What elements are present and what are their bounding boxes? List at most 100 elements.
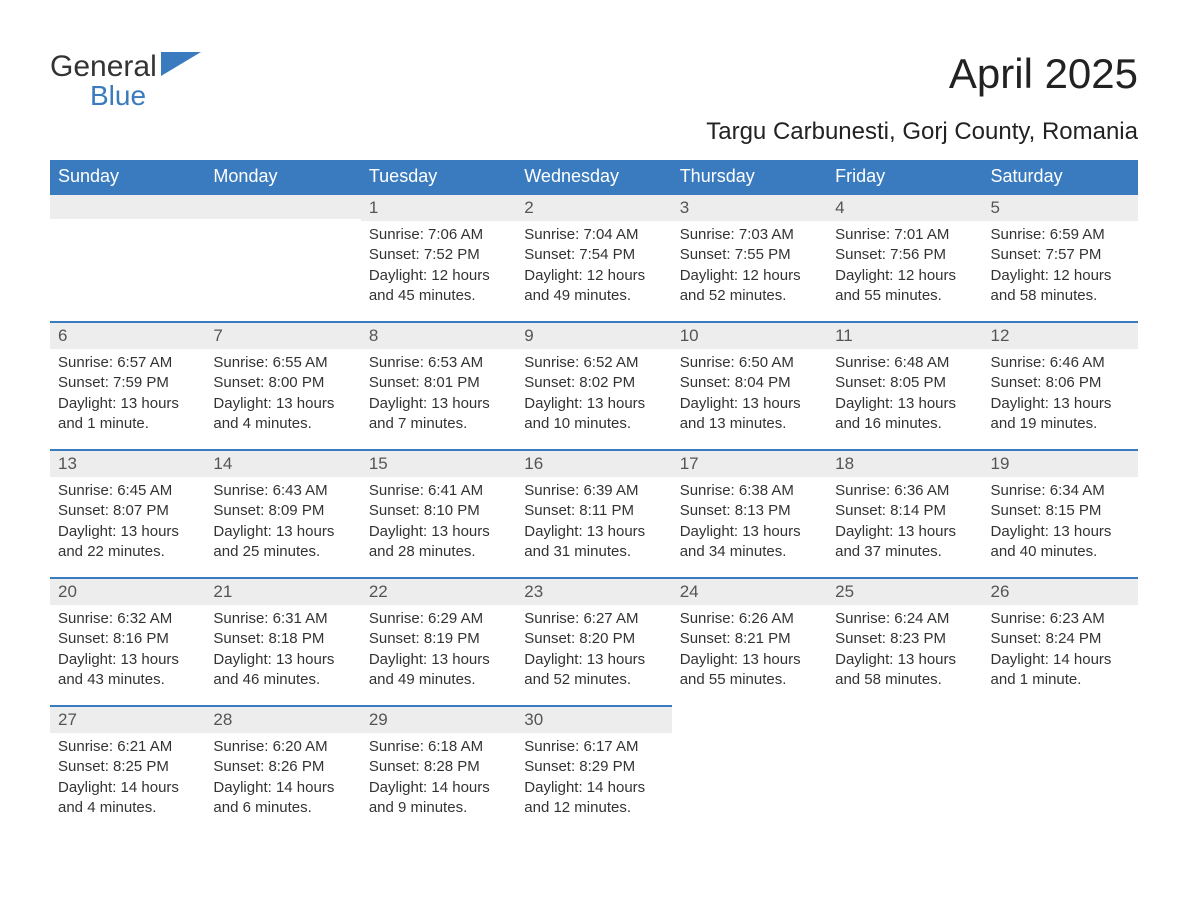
calendar-week-row: 20Sunrise: 6:32 AMSunset: 8:16 PMDayligh…: [50, 577, 1138, 705]
day-number: 23: [516, 577, 671, 605]
day-number: 24: [672, 577, 827, 605]
day-daylight1: Daylight: 13 hours: [680, 522, 819, 542]
day-number: 15: [361, 449, 516, 477]
day-sunrise: Sunrise: 6:38 AM: [680, 481, 819, 501]
day-content: Sunrise: 6:46 AMSunset: 8:06 PMDaylight:…: [983, 349, 1138, 444]
dayname-header: Friday: [827, 160, 982, 193]
day-sunrise: Sunrise: 6:23 AM: [991, 609, 1130, 629]
day-sunset: Sunset: 7:59 PM: [58, 373, 197, 393]
day-daylight1: Daylight: 13 hours: [369, 522, 508, 542]
day-sunrise: Sunrise: 7:04 AM: [524, 225, 663, 245]
day-daylight2: and 16 minutes.: [835, 414, 974, 434]
day-sunrise: Sunrise: 6:45 AM: [58, 481, 197, 501]
calendar-day-cell: 17Sunrise: 6:38 AMSunset: 8:13 PMDayligh…: [672, 449, 827, 577]
day-daylight1: Daylight: 13 hours: [213, 394, 352, 414]
day-sunrise: Sunrise: 6:21 AM: [58, 737, 197, 757]
day-number: 26: [983, 577, 1138, 605]
day-number-blank: [50, 193, 205, 219]
day-sunset: Sunset: 8:04 PM: [680, 373, 819, 393]
calendar-day-cell: 24Sunrise: 6:26 AMSunset: 8:21 PMDayligh…: [672, 577, 827, 705]
logo-flag-icon: [161, 50, 201, 84]
day-content: Sunrise: 6:55 AMSunset: 8:00 PMDaylight:…: [205, 349, 360, 444]
calendar-day-cell: 12Sunrise: 6:46 AMSunset: 8:06 PMDayligh…: [983, 321, 1138, 449]
day-sunset: Sunset: 7:57 PM: [991, 245, 1130, 265]
day-sunrise: Sunrise: 7:06 AM: [369, 225, 508, 245]
day-number: 20: [50, 577, 205, 605]
day-daylight1: Daylight: 13 hours: [58, 522, 197, 542]
dayname-row: SundayMondayTuesdayWednesdayThursdayFrid…: [50, 160, 1138, 193]
day-daylight2: and 49 minutes.: [369, 670, 508, 690]
day-content: Sunrise: 7:04 AMSunset: 7:54 PMDaylight:…: [516, 221, 671, 316]
dayname-header: Thursday: [672, 160, 827, 193]
day-sunrise: Sunrise: 6:24 AM: [835, 609, 974, 629]
dayname-header: Wednesday: [516, 160, 671, 193]
day-sunrise: Sunrise: 6:57 AM: [58, 353, 197, 373]
day-content: Sunrise: 7:06 AMSunset: 7:52 PMDaylight:…: [361, 221, 516, 316]
day-daylight1: Daylight: 13 hours: [369, 394, 508, 414]
day-content: Sunrise: 6:24 AMSunset: 8:23 PMDaylight:…: [827, 605, 982, 700]
dayname-header: Sunday: [50, 160, 205, 193]
day-daylight2: and 58 minutes.: [835, 670, 974, 690]
day-content: Sunrise: 6:43 AMSunset: 8:09 PMDaylight:…: [205, 477, 360, 572]
calendar-day-cell: 9Sunrise: 6:52 AMSunset: 8:02 PMDaylight…: [516, 321, 671, 449]
day-sunrise: Sunrise: 6:27 AM: [524, 609, 663, 629]
dayname-header: Monday: [205, 160, 360, 193]
day-daylight1: Daylight: 12 hours: [835, 266, 974, 286]
day-sunset: Sunset: 8:18 PM: [213, 629, 352, 649]
day-daylight1: Daylight: 13 hours: [524, 650, 663, 670]
day-number: 1: [361, 193, 516, 221]
calendar-day-cell: 13Sunrise: 6:45 AMSunset: 8:07 PMDayligh…: [50, 449, 205, 577]
day-number: 4: [827, 193, 982, 221]
day-daylight2: and 52 minutes.: [524, 670, 663, 690]
day-sunset: Sunset: 8:24 PM: [991, 629, 1130, 649]
calendar-day-cell: 21Sunrise: 6:31 AMSunset: 8:18 PMDayligh…: [205, 577, 360, 705]
day-daylight2: and 55 minutes.: [680, 670, 819, 690]
day-content: Sunrise: 6:48 AMSunset: 8:05 PMDaylight:…: [827, 349, 982, 444]
day-content: Sunrise: 6:52 AMSunset: 8:02 PMDaylight:…: [516, 349, 671, 444]
calendar-day-cell: 18Sunrise: 6:36 AMSunset: 8:14 PMDayligh…: [827, 449, 982, 577]
day-content: Sunrise: 6:26 AMSunset: 8:21 PMDaylight:…: [672, 605, 827, 700]
day-sunrise: Sunrise: 7:03 AM: [680, 225, 819, 245]
day-content: Sunrise: 7:03 AMSunset: 7:55 PMDaylight:…: [672, 221, 827, 316]
calendar-day-cell: 1Sunrise: 7:06 AMSunset: 7:52 PMDaylight…: [361, 193, 516, 321]
day-content: Sunrise: 6:31 AMSunset: 8:18 PMDaylight:…: [205, 605, 360, 700]
header-row: General Blue April 2025: [50, 50, 1138, 112]
calendar-day-cell: [827, 705, 982, 833]
calendar-table: SundayMondayTuesdayWednesdayThursdayFrid…: [50, 160, 1138, 833]
calendar-day-cell: 7Sunrise: 6:55 AMSunset: 8:00 PMDaylight…: [205, 321, 360, 449]
day-daylight1: Daylight: 13 hours: [524, 522, 663, 542]
day-daylight1: Daylight: 14 hours: [524, 778, 663, 798]
day-sunset: Sunset: 8:28 PM: [369, 757, 508, 777]
day-number: 19: [983, 449, 1138, 477]
day-sunset: Sunset: 8:29 PM: [524, 757, 663, 777]
day-sunrise: Sunrise: 6:17 AM: [524, 737, 663, 757]
day-daylight2: and 34 minutes.: [680, 542, 819, 562]
day-daylight1: Daylight: 12 hours: [524, 266, 663, 286]
day-number: 2: [516, 193, 671, 221]
day-sunset: Sunset: 7:55 PM: [680, 245, 819, 265]
calendar-day-cell: 5Sunrise: 6:59 AMSunset: 7:57 PMDaylight…: [983, 193, 1138, 321]
day-number: 21: [205, 577, 360, 605]
day-number: 27: [50, 705, 205, 733]
day-number: 14: [205, 449, 360, 477]
day-sunrise: Sunrise: 6:59 AM: [991, 225, 1130, 245]
calendar-day-cell: 19Sunrise: 6:34 AMSunset: 8:15 PMDayligh…: [983, 449, 1138, 577]
day-content: Sunrise: 6:59 AMSunset: 7:57 PMDaylight:…: [983, 221, 1138, 316]
day-daylight2: and 9 minutes.: [369, 798, 508, 818]
day-number: 17: [672, 449, 827, 477]
day-daylight1: Daylight: 12 hours: [369, 266, 508, 286]
day-daylight2: and 52 minutes.: [680, 286, 819, 306]
day-number: 3: [672, 193, 827, 221]
day-sunrise: Sunrise: 6:31 AM: [213, 609, 352, 629]
day-sunset: Sunset: 8:26 PM: [213, 757, 352, 777]
day-daylight2: and 4 minutes.: [58, 798, 197, 818]
day-daylight1: Daylight: 13 hours: [213, 522, 352, 542]
day-sunset: Sunset: 8:20 PM: [524, 629, 663, 649]
day-sunrise: Sunrise: 6:34 AM: [991, 481, 1130, 501]
day-content: Sunrise: 6:39 AMSunset: 8:11 PMDaylight:…: [516, 477, 671, 572]
day-daylight2: and 19 minutes.: [991, 414, 1130, 434]
day-daylight2: and 49 minutes.: [524, 286, 663, 306]
day-sunrise: Sunrise: 6:50 AM: [680, 353, 819, 373]
calendar-week-row: 27Sunrise: 6:21 AMSunset: 8:25 PMDayligh…: [50, 705, 1138, 833]
day-daylight1: Daylight: 12 hours: [680, 266, 819, 286]
